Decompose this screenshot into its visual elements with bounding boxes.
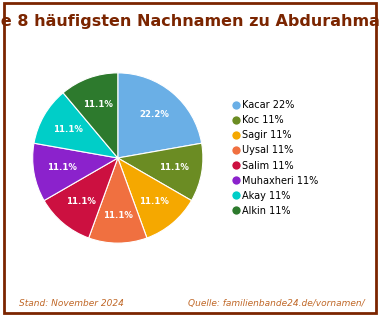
Legend: Kacar 22%, Koc 11%, Sagir 11%, Uysal 11%, Salim 11%, Muhaxheri 11%, Akay 11%, Al: Kacar 22%, Koc 11%, Sagir 11%, Uysal 11%… (233, 100, 318, 216)
Text: 11.1%: 11.1% (139, 197, 169, 206)
Text: 11.1%: 11.1% (54, 125, 83, 134)
Text: 11.1%: 11.1% (83, 100, 113, 109)
Wedge shape (89, 158, 147, 243)
Wedge shape (33, 143, 118, 201)
Text: 22.2%: 22.2% (139, 110, 169, 119)
Wedge shape (34, 93, 118, 158)
Text: Stand: November 2024: Stand: November 2024 (19, 299, 124, 308)
Text: 11.1%: 11.1% (159, 163, 189, 173)
Text: Die 8 häufigsten Nachnamen zu Abdurahman:: Die 8 häufigsten Nachnamen zu Abdurahman… (0, 14, 380, 29)
Text: 11.1%: 11.1% (103, 210, 133, 220)
Wedge shape (118, 143, 203, 201)
Text: 11.1%: 11.1% (66, 197, 96, 206)
Text: 11.1%: 11.1% (47, 163, 77, 173)
Text: Quelle: familienbande24.de/vornamen/: Quelle: familienbande24.de/vornamen/ (188, 299, 365, 308)
Wedge shape (118, 73, 202, 158)
Wedge shape (118, 158, 192, 238)
Wedge shape (44, 158, 118, 238)
Wedge shape (63, 73, 118, 158)
